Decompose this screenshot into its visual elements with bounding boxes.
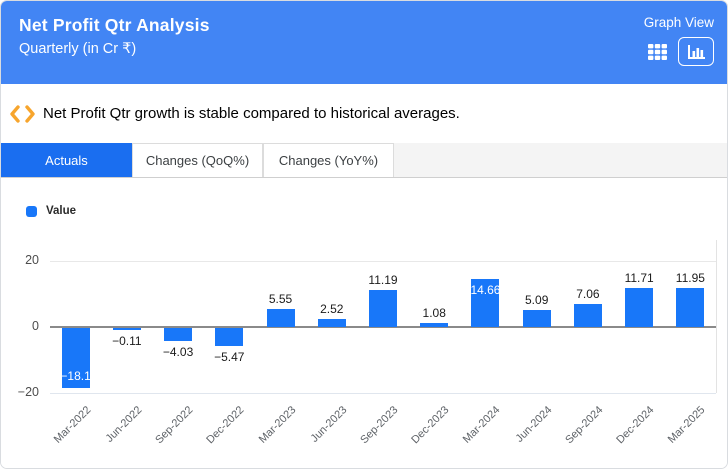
bar-Mar-2022[interactable] <box>61 328 90 388</box>
legend-label: Value <box>46 205 77 217</box>
legend-swatch <box>26 205 37 217</box>
bar-Sep-2024[interactable] <box>573 303 602 327</box>
bar-Mar-2023[interactable] <box>266 308 295 327</box>
bar-Sep-2022[interactable] <box>164 328 193 342</box>
bar-Sep-2023[interactable] <box>369 290 397 327</box>
bar-value-label: 7.06 <box>576 286 600 301</box>
tab-actuals[interactable]: Actuals <box>1 143 132 177</box>
zero-axis-line <box>50 326 716 328</box>
chart-legend[interactable]: Value <box>26 205 76 217</box>
bar-value-label: 5.55 <box>268 291 293 306</box>
y-tick-label: 0 <box>32 319 39 333</box>
bar-value-label: 14.66 <box>470 282 501 297</box>
x-tick-label: Jun-2024 <box>513 404 555 445</box>
x-tick-label: Dec-2022 <box>204 404 247 447</box>
bar-chart-icon <box>688 44 705 59</box>
gridline <box>50 261 716 262</box>
insight-text: Net Profit Qtr growth is stable compared… <box>43 105 460 122</box>
tab-changes-yoy[interactable]: Changes (YoY%) <box>263 143 394 177</box>
insight-bar: Net Profit Qtr growth is stable compared… <box>1 84 727 143</box>
tab-bar: Actuals Changes (QoQ%) Changes (YoY%) <box>1 143 727 178</box>
bar-Jun-2023[interactable] <box>317 318 346 327</box>
x-tick-label: Jun-2023 <box>308 404 350 445</box>
bar-Dec-2022[interactable] <box>215 328 244 347</box>
bar-value-label: 2.52 <box>320 301 344 316</box>
plot-area: 20 0 −20 −18.1 Mar-2022 −0.11 Jun-2022 −4.03 Sep… <box>1 178 727 468</box>
x-tick-label: Mar-2022 <box>51 404 94 446</box>
x-tick-label: Jun-2022 <box>103 404 145 445</box>
code-brackets-icon[interactable] <box>9 104 36 123</box>
bar-value-label: −0.11 <box>112 334 142 348</box>
bar-value-label: 11.19 <box>368 273 398 288</box>
x-tick-label: Sep-2022 <box>153 404 196 447</box>
bar-Jun-2024[interactable] <box>522 310 551 327</box>
y-tick-label: −20 <box>17 385 39 399</box>
x-tick-label: Sep-2024 <box>563 404 606 447</box>
plot-right-border <box>716 240 717 393</box>
x-tick-label: Sep-2023 <box>358 404 401 447</box>
view-mode-label: Graph View <box>643 15 714 30</box>
x-tick-label: Dec-2023 <box>409 404 452 447</box>
chart-section: Value 20 0 −20 −18.1 Mar-2022 −0.11 Jun-2022 −4… <box>1 178 727 468</box>
bar-value-label: 11.71 <box>624 271 654 286</box>
x-tick-label: Mar-2023 <box>256 404 299 446</box>
y-tick-label: 20 <box>25 253 39 267</box>
bar-Dec-2023[interactable] <box>420 323 449 327</box>
x-tick-label: Mar-2025 <box>666 404 708 446</box>
bar-Jun-2022[interactable] <box>112 328 141 330</box>
view-icon-group <box>644 37 714 66</box>
table-icon <box>648 43 667 60</box>
bar-value-label: 5.09 <box>525 293 549 308</box>
x-tick-label: Dec-2024 <box>614 404 657 447</box>
card-header: Net Profit Qtr Analysis Quarterly (in Cr… <box>1 1 727 84</box>
gridline <box>50 393 716 394</box>
page-title: Net Profit Qtr Analysis <box>19 15 210 35</box>
bar-value-label: −18.1 <box>60 368 91 383</box>
bar-Mar-2024[interactable] <box>471 278 500 327</box>
bar-value-label: 11.95 <box>675 270 705 285</box>
bar-value-label: 1.08 <box>422 306 446 321</box>
view-switcher: Graph View <box>644 15 714 66</box>
header-titles: Net Profit Qtr Analysis Quarterly (in Cr… <box>19 15 210 57</box>
bar-value-label: −5.47 <box>214 350 245 365</box>
bar-Dec-2024[interactable] <box>625 288 654 327</box>
bar-value-label: −4.03 <box>162 345 194 360</box>
graph-view-button[interactable] <box>678 37 714 66</box>
page-subtitle: Quarterly (in Cr ₹) <box>19 41 137 57</box>
table-view-button[interactable] <box>648 43 667 60</box>
bar-Mar-2025[interactable] <box>676 287 705 327</box>
x-tick-label: Mar-2024 <box>461 404 503 446</box>
tab-changes-qoq[interactable]: Changes (QoQ%) <box>132 143 263 177</box>
